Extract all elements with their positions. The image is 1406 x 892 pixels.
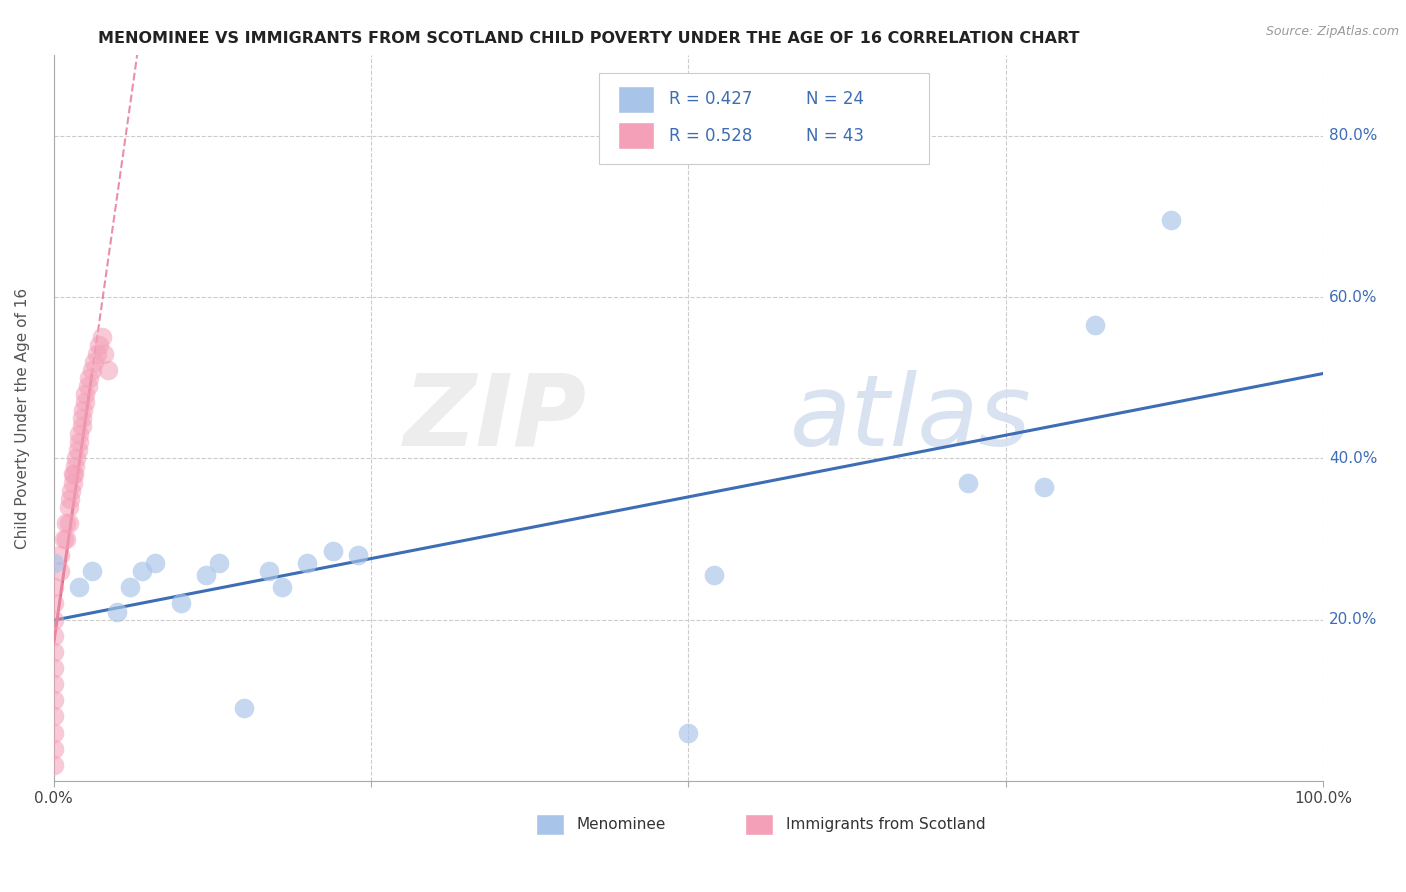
Bar	[619, 86, 654, 113]
FancyBboxPatch shape	[599, 73, 929, 164]
Text: 20.0%: 20.0%	[1329, 612, 1378, 627]
Point	[77, 370, 100, 384]
Text: Menominee: Menominee	[576, 817, 666, 832]
Point	[42, 645, 65, 659]
Point	[75, 395, 97, 409]
Point	[322, 544, 344, 558]
Point	[1083, 318, 1105, 333]
Bar	[619, 122, 654, 150]
Point	[703, 568, 725, 582]
Point	[169, 597, 191, 611]
Point	[42, 580, 65, 594]
Text: 60.0%: 60.0%	[1329, 290, 1378, 304]
Point	[105, 605, 128, 619]
Text: MENOMINEE VS IMMIGRANTS FROM SCOTLAND CHILD POVERTY UNDER THE AGE OF 16 CORRELAT: MENOMINEE VS IMMIGRANTS FROM SCOTLAND CH…	[98, 31, 1080, 46]
Point	[67, 580, 90, 594]
Point	[678, 725, 700, 739]
Point	[58, 500, 80, 514]
Point	[49, 564, 72, 578]
Text: R = 0.427: R = 0.427	[669, 90, 752, 109]
Text: 40.0%: 40.0%	[1329, 450, 1378, 466]
Point	[90, 330, 112, 344]
Point	[1160, 213, 1182, 227]
Point	[67, 435, 90, 450]
Point	[42, 741, 65, 756]
Point	[42, 597, 65, 611]
Text: 80.0%: 80.0%	[1329, 128, 1378, 144]
Point	[347, 548, 370, 562]
Point	[233, 701, 256, 715]
Point	[55, 516, 77, 530]
Point	[75, 387, 97, 401]
Point	[83, 354, 105, 368]
Point	[42, 725, 65, 739]
Point	[97, 362, 120, 376]
Point	[63, 459, 86, 474]
Point	[77, 378, 100, 392]
Point	[131, 564, 153, 578]
Point	[67, 427, 90, 442]
Text: Immigrants from Scotland: Immigrants from Scotland	[786, 817, 986, 832]
Text: Source: ZipAtlas.com: Source: ZipAtlas.com	[1265, 25, 1399, 38]
Point	[42, 629, 65, 643]
Point	[42, 613, 65, 627]
Point	[89, 338, 111, 352]
Point	[66, 443, 89, 458]
Point	[70, 411, 93, 425]
Text: ZIP: ZIP	[404, 369, 586, 467]
Point	[271, 580, 294, 594]
Point	[62, 475, 84, 490]
Bar	[536, 814, 564, 835]
Point	[52, 532, 75, 546]
Point	[93, 346, 115, 360]
Point	[49, 548, 72, 562]
Point	[42, 757, 65, 772]
Point	[62, 467, 84, 482]
Point	[207, 556, 229, 570]
Point	[65, 451, 87, 466]
Point	[86, 346, 108, 360]
Point	[259, 564, 281, 578]
Point	[297, 556, 319, 570]
Point	[956, 475, 979, 490]
Point	[63, 467, 86, 482]
Point	[42, 693, 65, 707]
Point	[118, 580, 141, 594]
Text: N = 24: N = 24	[807, 90, 865, 109]
Point	[143, 556, 166, 570]
Point	[60, 483, 83, 498]
Point	[58, 516, 80, 530]
Point	[42, 556, 65, 570]
Point	[72, 403, 94, 417]
Point	[1032, 479, 1054, 493]
Point	[42, 661, 65, 675]
Text: atlas: atlas	[790, 369, 1032, 467]
Point	[42, 677, 65, 691]
Bar	[745, 814, 773, 835]
Point	[55, 532, 77, 546]
Text: R = 0.528: R = 0.528	[669, 127, 752, 145]
Text: N = 43: N = 43	[807, 127, 865, 145]
Point	[80, 564, 103, 578]
Point	[70, 419, 93, 434]
Point	[80, 362, 103, 376]
Point	[42, 709, 65, 723]
Point	[59, 491, 82, 506]
Point	[194, 568, 217, 582]
Y-axis label: Child Poverty Under the Age of 16: Child Poverty Under the Age of 16	[15, 287, 30, 549]
